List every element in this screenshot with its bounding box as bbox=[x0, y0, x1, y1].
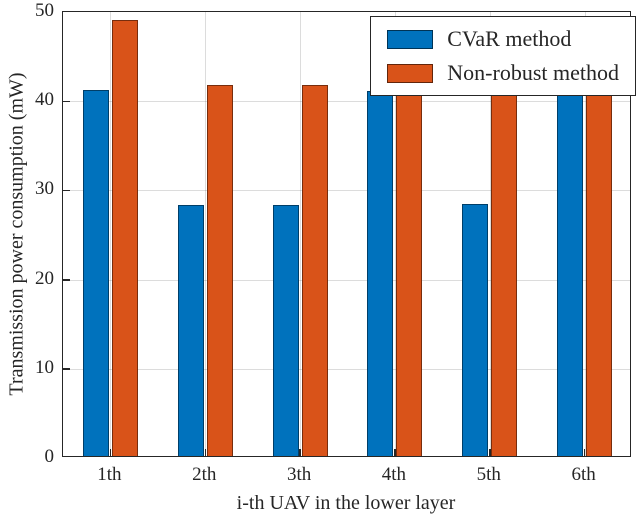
x-gridline bbox=[584, 12, 586, 456]
y-axis-label: Transmission power consumption (mW) bbox=[5, 72, 28, 396]
x-gridline bbox=[110, 12, 112, 456]
x-tick-label: 2th bbox=[192, 464, 217, 485]
y-gridline bbox=[63, 101, 630, 103]
x-gridline bbox=[300, 12, 302, 456]
x-tick-mark bbox=[394, 449, 396, 456]
y-tick-label: 20 bbox=[35, 267, 54, 289]
x-tick-mark bbox=[583, 449, 586, 456]
bar-non-robust-method-2th bbox=[206, 84, 233, 456]
legend-label-non-robust: Non-robust method bbox=[447, 60, 619, 85]
legend-label-cvar: CVaR method bbox=[447, 26, 572, 51]
y-tick-label: 0 bbox=[44, 446, 55, 467]
bar-cvar-method-6th bbox=[557, 91, 584, 456]
x-tick-label: 3th bbox=[286, 464, 312, 485]
bar-cvar-method-5th bbox=[462, 203, 489, 456]
x-tick-label: 5th bbox=[476, 464, 501, 485]
x-tick-label: 6th bbox=[571, 464, 596, 485]
x-tick-mark bbox=[204, 449, 206, 456]
legend-item-cvar: CVaR method bbox=[387, 27, 619, 51]
bar-cvar-method-2th bbox=[177, 205, 204, 456]
x-tick-label: 1th bbox=[97, 464, 122, 485]
x-axis-label: i-th UAV in the lower layer bbox=[236, 492, 456, 514]
bar-non-robust-method-1th bbox=[111, 19, 138, 456]
bar-cvar-method-1th bbox=[82, 90, 109, 456]
x-gridline bbox=[489, 12, 491, 456]
legend-item-non-robust: Non-robust method bbox=[387, 61, 619, 85]
bar-cvar-method-3th bbox=[272, 205, 299, 456]
y-tick-label: 50 bbox=[35, 0, 54, 21]
bar-cvar-method-4th bbox=[367, 91, 394, 456]
y-tick-label: 30 bbox=[35, 178, 54, 200]
bar-non-robust-method-5th bbox=[491, 92, 518, 456]
y-tick-mark bbox=[63, 279, 70, 281]
y-tick-label: 40 bbox=[35, 89, 54, 111]
y-gridline bbox=[63, 368, 630, 370]
y-gridline bbox=[63, 190, 630, 192]
y-tick-label: 10 bbox=[35, 356, 54, 378]
legend-swatch-cvar bbox=[387, 29, 434, 49]
x-gridline bbox=[205, 12, 207, 456]
legend-swatch-non-robust bbox=[387, 63, 434, 83]
legend: CVaR method Non-robust method bbox=[370, 16, 636, 96]
y-tick-mark bbox=[63, 189, 70, 192]
x-gridline bbox=[394, 12, 396, 456]
x-tick-mark bbox=[109, 449, 112, 456]
x-tick-label: 4th bbox=[381, 464, 407, 485]
y-tick-mark bbox=[63, 100, 70, 103]
x-tick-mark bbox=[489, 449, 491, 456]
y-tick-mark bbox=[63, 368, 70, 370]
bar-non-robust-method-3th bbox=[301, 84, 328, 456]
x-tick-mark bbox=[299, 449, 301, 456]
y-gridline bbox=[63, 279, 630, 281]
